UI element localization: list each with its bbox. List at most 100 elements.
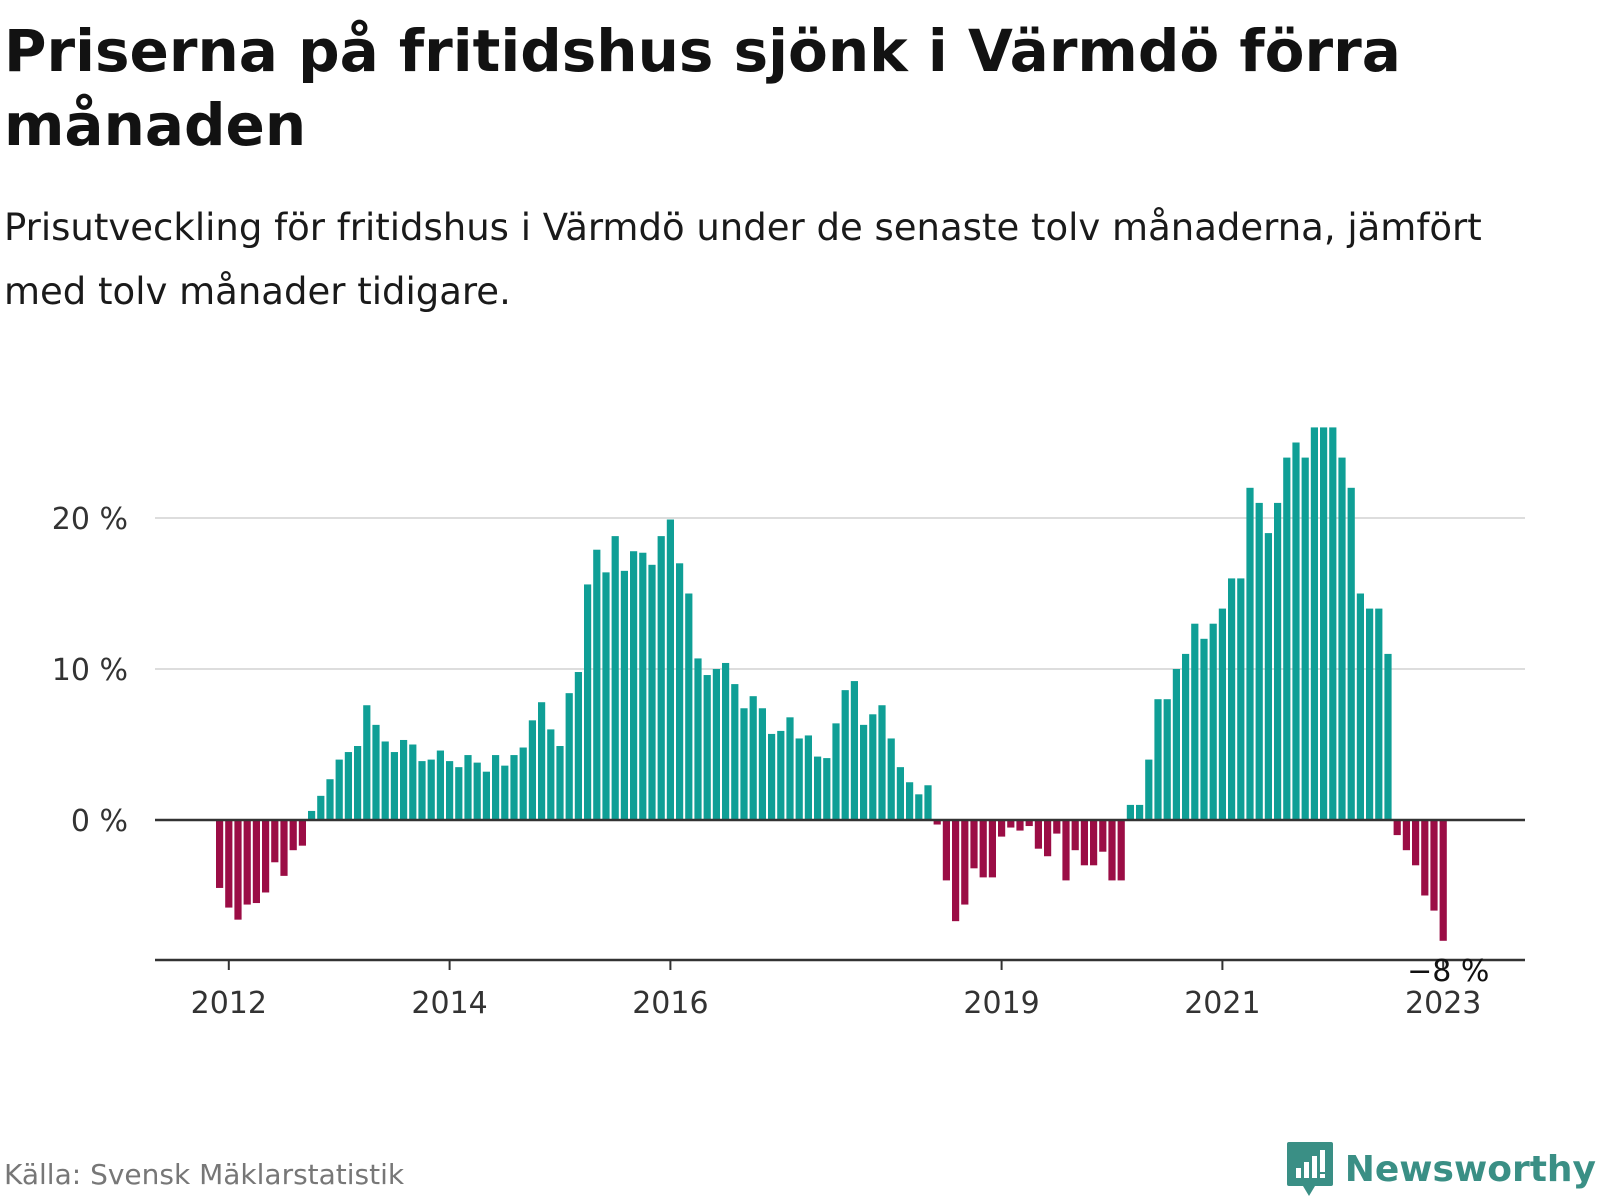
bar — [961, 820, 969, 905]
bar — [280, 820, 288, 876]
bar — [795, 738, 803, 820]
bar — [731, 684, 739, 820]
bar — [1117, 820, 1125, 881]
bar — [1209, 623, 1217, 820]
bar — [1126, 804, 1134, 820]
bar — [528, 720, 536, 820]
bar — [887, 738, 895, 820]
bar — [1421, 820, 1429, 896]
bar — [1034, 820, 1042, 849]
bar — [381, 741, 389, 820]
bar — [547, 729, 555, 820]
bar — [1218, 608, 1226, 820]
bar — [740, 708, 748, 820]
bar — [473, 762, 481, 820]
bar — [565, 693, 573, 820]
bar — [409, 744, 417, 820]
bar — [538, 702, 546, 820]
bar — [1108, 820, 1116, 881]
bar — [1329, 427, 1337, 820]
chart-subtitle: Prisutveckling för fritidshus i Värmdö u… — [4, 206, 1482, 313]
bar — [510, 755, 518, 820]
bar — [685, 593, 693, 820]
bar — [335, 759, 343, 820]
bar — [620, 570, 628, 820]
bar — [1274, 502, 1282, 820]
bar — [841, 690, 849, 820]
bar — [1044, 820, 1052, 857]
bar — [648, 564, 656, 820]
bar — [1071, 820, 1079, 851]
bar — [1228, 578, 1236, 820]
bar — [225, 820, 233, 908]
source-note: Källa: Svensk Mäklarstatistik — [4, 1158, 405, 1191]
x-tick-label: 2014 — [411, 986, 487, 1021]
bar — [1080, 820, 1088, 866]
bar — [1264, 533, 1272, 820]
bar — [344, 752, 352, 820]
bar — [593, 549, 601, 820]
bar — [1025, 820, 1033, 827]
x-tick-label: 2021 — [1184, 986, 1260, 1021]
bar — [942, 820, 950, 881]
bar — [584, 584, 592, 820]
bar — [1402, 820, 1410, 851]
bar — [1320, 427, 1328, 820]
bar — [1310, 427, 1318, 820]
bar — [1237, 578, 1245, 820]
bar — [354, 746, 362, 820]
bar — [436, 750, 444, 820]
bar — [289, 820, 297, 851]
bar — [372, 724, 380, 820]
x-tick-label: 2019 — [963, 986, 1039, 1021]
bar — [1099, 820, 1107, 852]
bar — [418, 761, 426, 820]
bar — [446, 761, 454, 820]
bar — [722, 662, 730, 820]
y-tick-label: 20 % — [52, 502, 128, 537]
gridlines — [155, 517, 1525, 670]
bar — [271, 820, 279, 863]
bar — [1347, 487, 1355, 820]
bar — [326, 779, 334, 820]
bar — [427, 759, 435, 820]
bar — [823, 758, 831, 820]
bar — [979, 820, 987, 878]
bar — [630, 551, 638, 820]
bar — [1136, 804, 1144, 820]
bar — [924, 785, 932, 820]
bar — [666, 519, 674, 820]
bar — [676, 563, 684, 820]
bar — [262, 820, 270, 893]
bar — [712, 669, 720, 820]
bar — [519, 747, 527, 820]
bar — [1200, 638, 1208, 820]
bar — [482, 771, 490, 820]
brand-name: Newsworthy — [1344, 1148, 1596, 1190]
bar — [501, 765, 509, 820]
bar — [768, 733, 776, 820]
bar — [988, 820, 996, 878]
bar — [252, 820, 260, 904]
y-tick-label: 10 % — [52, 653, 128, 688]
bar — [464, 755, 472, 820]
bar — [1366, 608, 1374, 820]
bar — [933, 820, 941, 825]
bar — [1053, 820, 1061, 834]
bar — [896, 767, 904, 820]
bar — [1412, 820, 1420, 866]
bar-chart: 0 % 10 % 20 % 2012 2014 2016 2019 2021 2023−8 % — [52, 427, 1525, 1021]
bar — [492, 755, 500, 820]
tick-labels: 0 % 10 % 20 % 2012 2014 2016 2019 2021 2023−8 % — [52, 502, 1490, 1021]
bar — [243, 820, 251, 905]
bar — [317, 795, 325, 820]
bar — [657, 536, 665, 820]
bar — [574, 672, 582, 820]
bar — [1255, 502, 1263, 820]
bar — [1007, 820, 1015, 828]
bar — [611, 536, 619, 820]
bar — [786, 717, 794, 820]
bar — [234, 820, 242, 920]
last-value-label: −8 % — [1407, 954, 1489, 989]
bar — [298, 820, 306, 846]
